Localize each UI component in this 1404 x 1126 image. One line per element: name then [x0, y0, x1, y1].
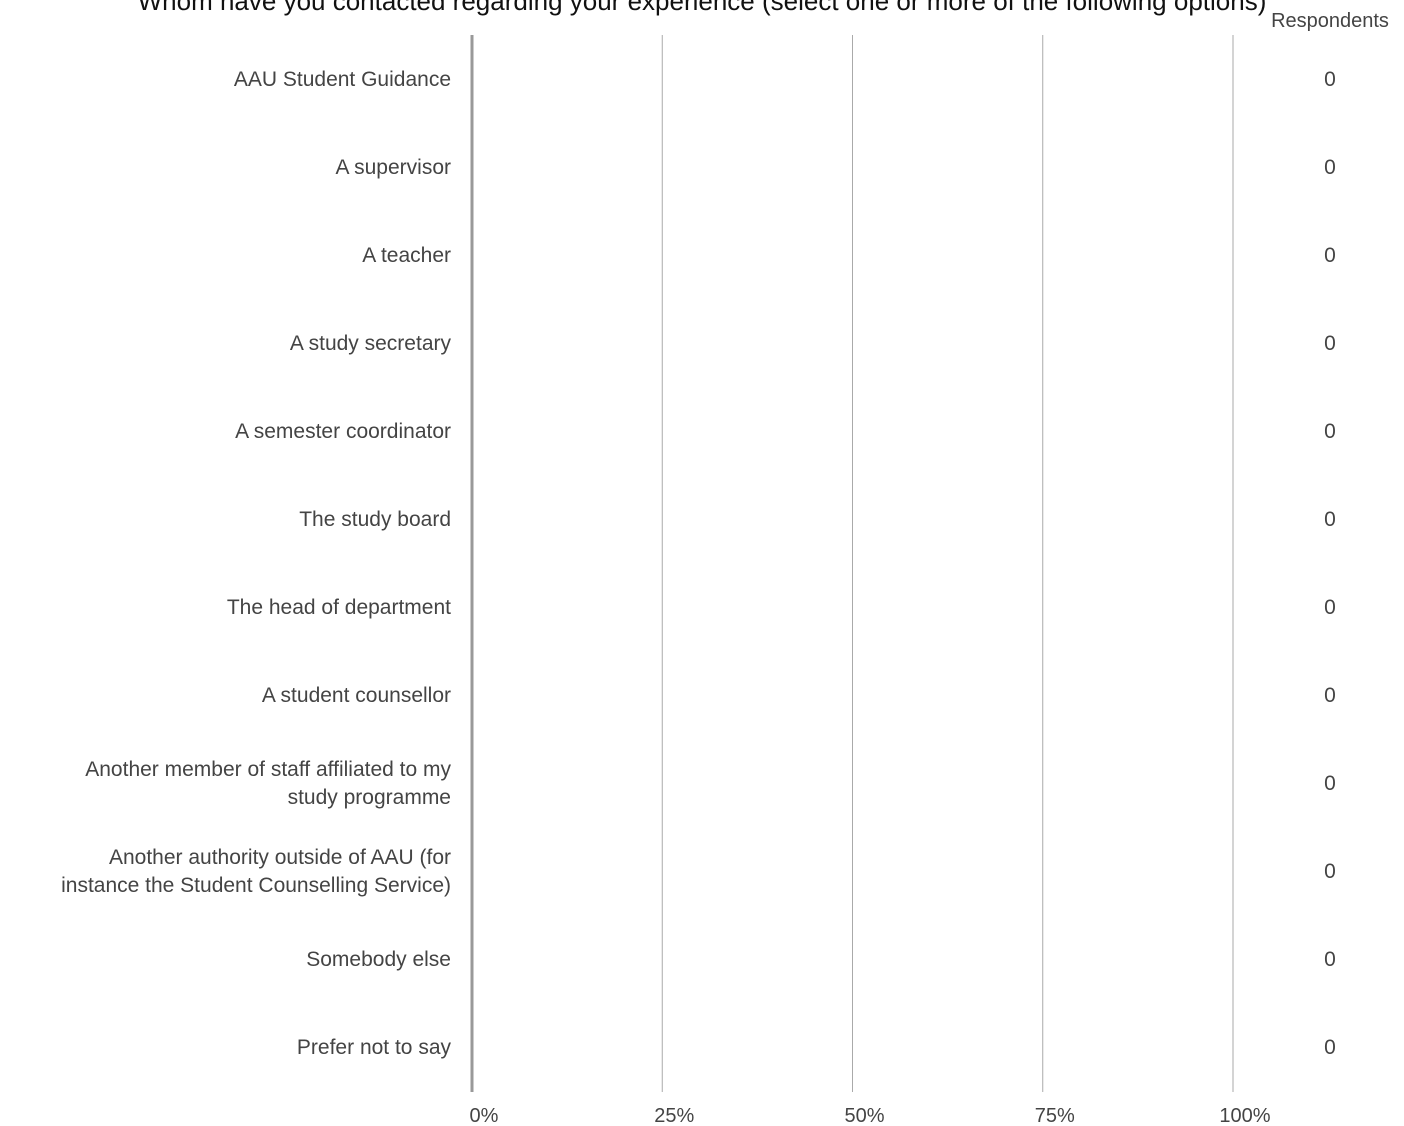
- respondent-count: 0: [1324, 596, 1336, 619]
- respondent-count: 0: [1324, 772, 1336, 795]
- x-tick-label: 100%: [1219, 1105, 1270, 1126]
- respondent-count: 0: [1324, 860, 1336, 883]
- respondent-count: 0: [1324, 684, 1336, 707]
- x-tick-label: 0%: [470, 1105, 499, 1126]
- x-tick-label: 50%: [844, 1105, 884, 1126]
- category-label: AAU Student Guidance: [234, 68, 451, 91]
- grid-lines: [661, 35, 1234, 1092]
- category-label: A teacher: [362, 244, 451, 267]
- chart-title: Whom have you contacted regarding your e…: [137, 0, 1267, 16]
- respondent-count: 0: [1324, 948, 1336, 971]
- category-label: study programme: [288, 786, 451, 809]
- respondent-count: 0: [1324, 156, 1336, 179]
- x-tick-label: 75%: [1035, 1105, 1075, 1126]
- x-tick-label: 25%: [654, 1105, 694, 1126]
- category-label: Another member of staff affiliated to my: [85, 758, 451, 781]
- respondent-values: 0 0 0 0 0 0 0 0 0 0 0 0: [1324, 68, 1336, 1059]
- category-label: A student counsellor: [262, 684, 451, 707]
- category-label: A semester coordinator: [235, 420, 451, 443]
- category-label: Another authority outside of AAU (for: [109, 846, 451, 869]
- x-tick-labels: 0% 25% 50% 75% 100%: [470, 1105, 1271, 1126]
- category-label: A supervisor: [335, 156, 451, 179]
- category-label: The study board: [299, 508, 451, 531]
- respondent-count: 0: [1324, 332, 1336, 355]
- respondent-count: 0: [1324, 244, 1336, 267]
- category-label: A study secretary: [290, 332, 452, 355]
- respondent-count: 0: [1324, 1036, 1336, 1059]
- category-labels: AAU Student Guidance A supervisor A teache…: [61, 68, 451, 1059]
- respondent-count: 0: [1324, 508, 1336, 531]
- category-label: Somebody else: [306, 948, 451, 971]
- respondents-header: Respondents: [1271, 10, 1389, 32]
- category-label: instance the Student Counselling Service…: [61, 874, 451, 897]
- category-label: The head of department: [227, 596, 451, 619]
- category-label: Prefer not to say: [297, 1036, 452, 1059]
- respondent-count: 0: [1324, 68, 1336, 91]
- respondent-count: 0: [1324, 420, 1336, 443]
